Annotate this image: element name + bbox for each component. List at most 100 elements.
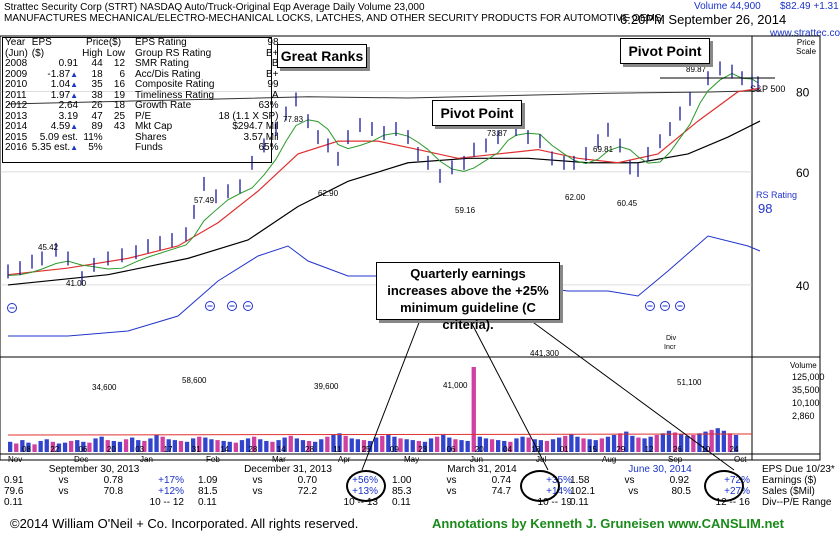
month-label: Jun	[470, 455, 483, 464]
eps-row: 2009 -1.87▲ 18 6	[5, 68, 126, 80]
price-scale-label: Price Scale	[796, 38, 817, 56]
great-ranks-callout: Great Ranks	[277, 44, 367, 68]
volume-bar	[166, 439, 171, 452]
day-tick-label: 11	[333, 445, 342, 454]
price-tick-label: 60	[796, 166, 810, 180]
day-tick-label: 14	[277, 445, 286, 454]
day-tick-label: 31	[192, 445, 201, 454]
eps-table: Year EPS Price($) (Jun) ($) High Low 2008 0.91 44…	[2, 37, 279, 163]
volume-bar	[630, 435, 635, 452]
volume-bar	[105, 440, 110, 452]
quarter-row: 0.11 10 -- 19	[392, 497, 572, 508]
quarter-title: December 31, 2013	[244, 464, 332, 475]
volume-bar	[477, 436, 482, 452]
month-label: May	[404, 455, 419, 464]
volume-bar	[654, 435, 659, 452]
rating-row: Acc/Dis Rating B+	[135, 68, 279, 80]
day-tick-label: 25	[362, 445, 371, 454]
day-tick-label: 04	[503, 445, 512, 454]
volume-bar	[337, 433, 342, 452]
volume-bar	[428, 438, 434, 452]
volume-bar	[62, 442, 68, 452]
pivot-point-callout-2: Pivot Point	[620, 38, 710, 64]
volume-bar	[282, 437, 287, 452]
highlight-ellipse	[704, 470, 744, 502]
price-change: $82.49 +1.31	[780, 1, 839, 12]
volume-readout: Volume 44,900	[694, 1, 761, 12]
month-label: Jan	[140, 455, 153, 464]
volume-bar	[489, 439, 495, 452]
quarter-row: 0.91 vs 0.78 +17%	[4, 475, 184, 486]
annotations-credit: Annotations by Kenneth J. Gruneisen www.…	[432, 516, 784, 531]
callout-pointer	[361, 319, 421, 471]
price-label: 62.00	[565, 193, 586, 202]
volume-tick-label: 125,000	[792, 372, 825, 382]
volume-axis-label: Volume	[790, 361, 817, 370]
eps-row: 2008 0.91 44 12	[5, 58, 126, 69]
price-label: 45.42	[38, 243, 59, 252]
rating-row: SMR Rating B	[135, 58, 279, 69]
month-label: Oct	[734, 455, 747, 464]
volume-bar	[93, 438, 98, 452]
day-tick-label: 20	[107, 445, 116, 454]
volume-bar	[459, 440, 464, 452]
price-tick-label: 40	[796, 279, 810, 293]
volume-bar	[733, 435, 739, 452]
quarter-title: September 30, 2013	[48, 464, 140, 475]
month-label: Mar	[272, 455, 286, 464]
volume-bar	[32, 444, 37, 452]
volume-bar	[306, 440, 312, 452]
volume-bar	[160, 436, 165, 452]
price-label: 73.87	[487, 129, 508, 138]
rs-value: 98	[758, 201, 772, 216]
volume-bar	[227, 441, 232, 452]
eps-row: 2013 3.19 47 25	[5, 110, 126, 122]
volume-bar	[697, 433, 702, 452]
highlight-ellipse	[346, 470, 386, 502]
volume-bar	[514, 438, 519, 452]
volume-bar	[343, 435, 348, 452]
volume-bar	[264, 440, 269, 452]
price-label: 62.90	[318, 189, 339, 198]
volume-bar	[172, 440, 177, 452]
volume-bar	[154, 435, 159, 452]
volume-bar	[191, 438, 196, 452]
callout-pointer	[529, 319, 735, 471]
day-tick-label: 15	[588, 445, 597, 454]
month-label: Nov	[8, 455, 22, 464]
volume-bar	[441, 435, 446, 452]
volume-bar	[75, 440, 80, 452]
volume-bar	[26, 442, 31, 452]
volume-bar	[349, 438, 354, 452]
price-label: 77.83	[283, 115, 304, 124]
volume-bar	[319, 439, 324, 452]
volume-peak-label: 51,100	[677, 378, 702, 387]
month-label: Dec	[74, 455, 88, 464]
volume-bar	[184, 441, 190, 452]
volume-bar	[233, 442, 238, 452]
volume-bar	[483, 438, 489, 452]
day-tick-label: 22	[50, 445, 59, 454]
volume-bar	[361, 440, 367, 452]
eps-row: 2012 2.64 26 18	[5, 100, 126, 111]
volume-peak-label: 441,300	[530, 349, 559, 358]
day-tick-label: 20	[475, 445, 484, 454]
header-line2: MANUFACTURES MECHANICAL/ELECTRO-MECHANIC…	[4, 13, 665, 24]
volume-bar	[496, 440, 501, 452]
price-label: 89.87	[686, 65, 707, 74]
volume-bar	[117, 441, 123, 452]
volume-bar	[557, 437, 562, 452]
volume-bar	[605, 436, 611, 452]
volume-bar	[392, 436, 397, 452]
volume-bar	[624, 431, 629, 452]
day-tick-label: 17	[164, 445, 173, 454]
volume-bar	[453, 439, 458, 452]
volume-bar	[721, 430, 726, 452]
sp500-line	[7, 90, 761, 105]
price-label: 41.00	[66, 279, 87, 288]
month-label: Aug	[602, 455, 616, 464]
volume-bar	[380, 435, 385, 452]
volume-bar	[404, 439, 409, 452]
day-tick-label: 03	[135, 445, 144, 454]
chart-frame	[0, 35, 821, 461]
